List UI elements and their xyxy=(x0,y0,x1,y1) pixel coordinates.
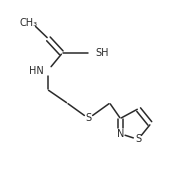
Text: S: S xyxy=(85,113,92,123)
Text: N: N xyxy=(117,129,124,139)
Text: HN: HN xyxy=(30,66,44,76)
Text: CH₃: CH₃ xyxy=(19,18,37,28)
Text: S: S xyxy=(135,134,141,144)
Text: SH: SH xyxy=(96,49,109,58)
